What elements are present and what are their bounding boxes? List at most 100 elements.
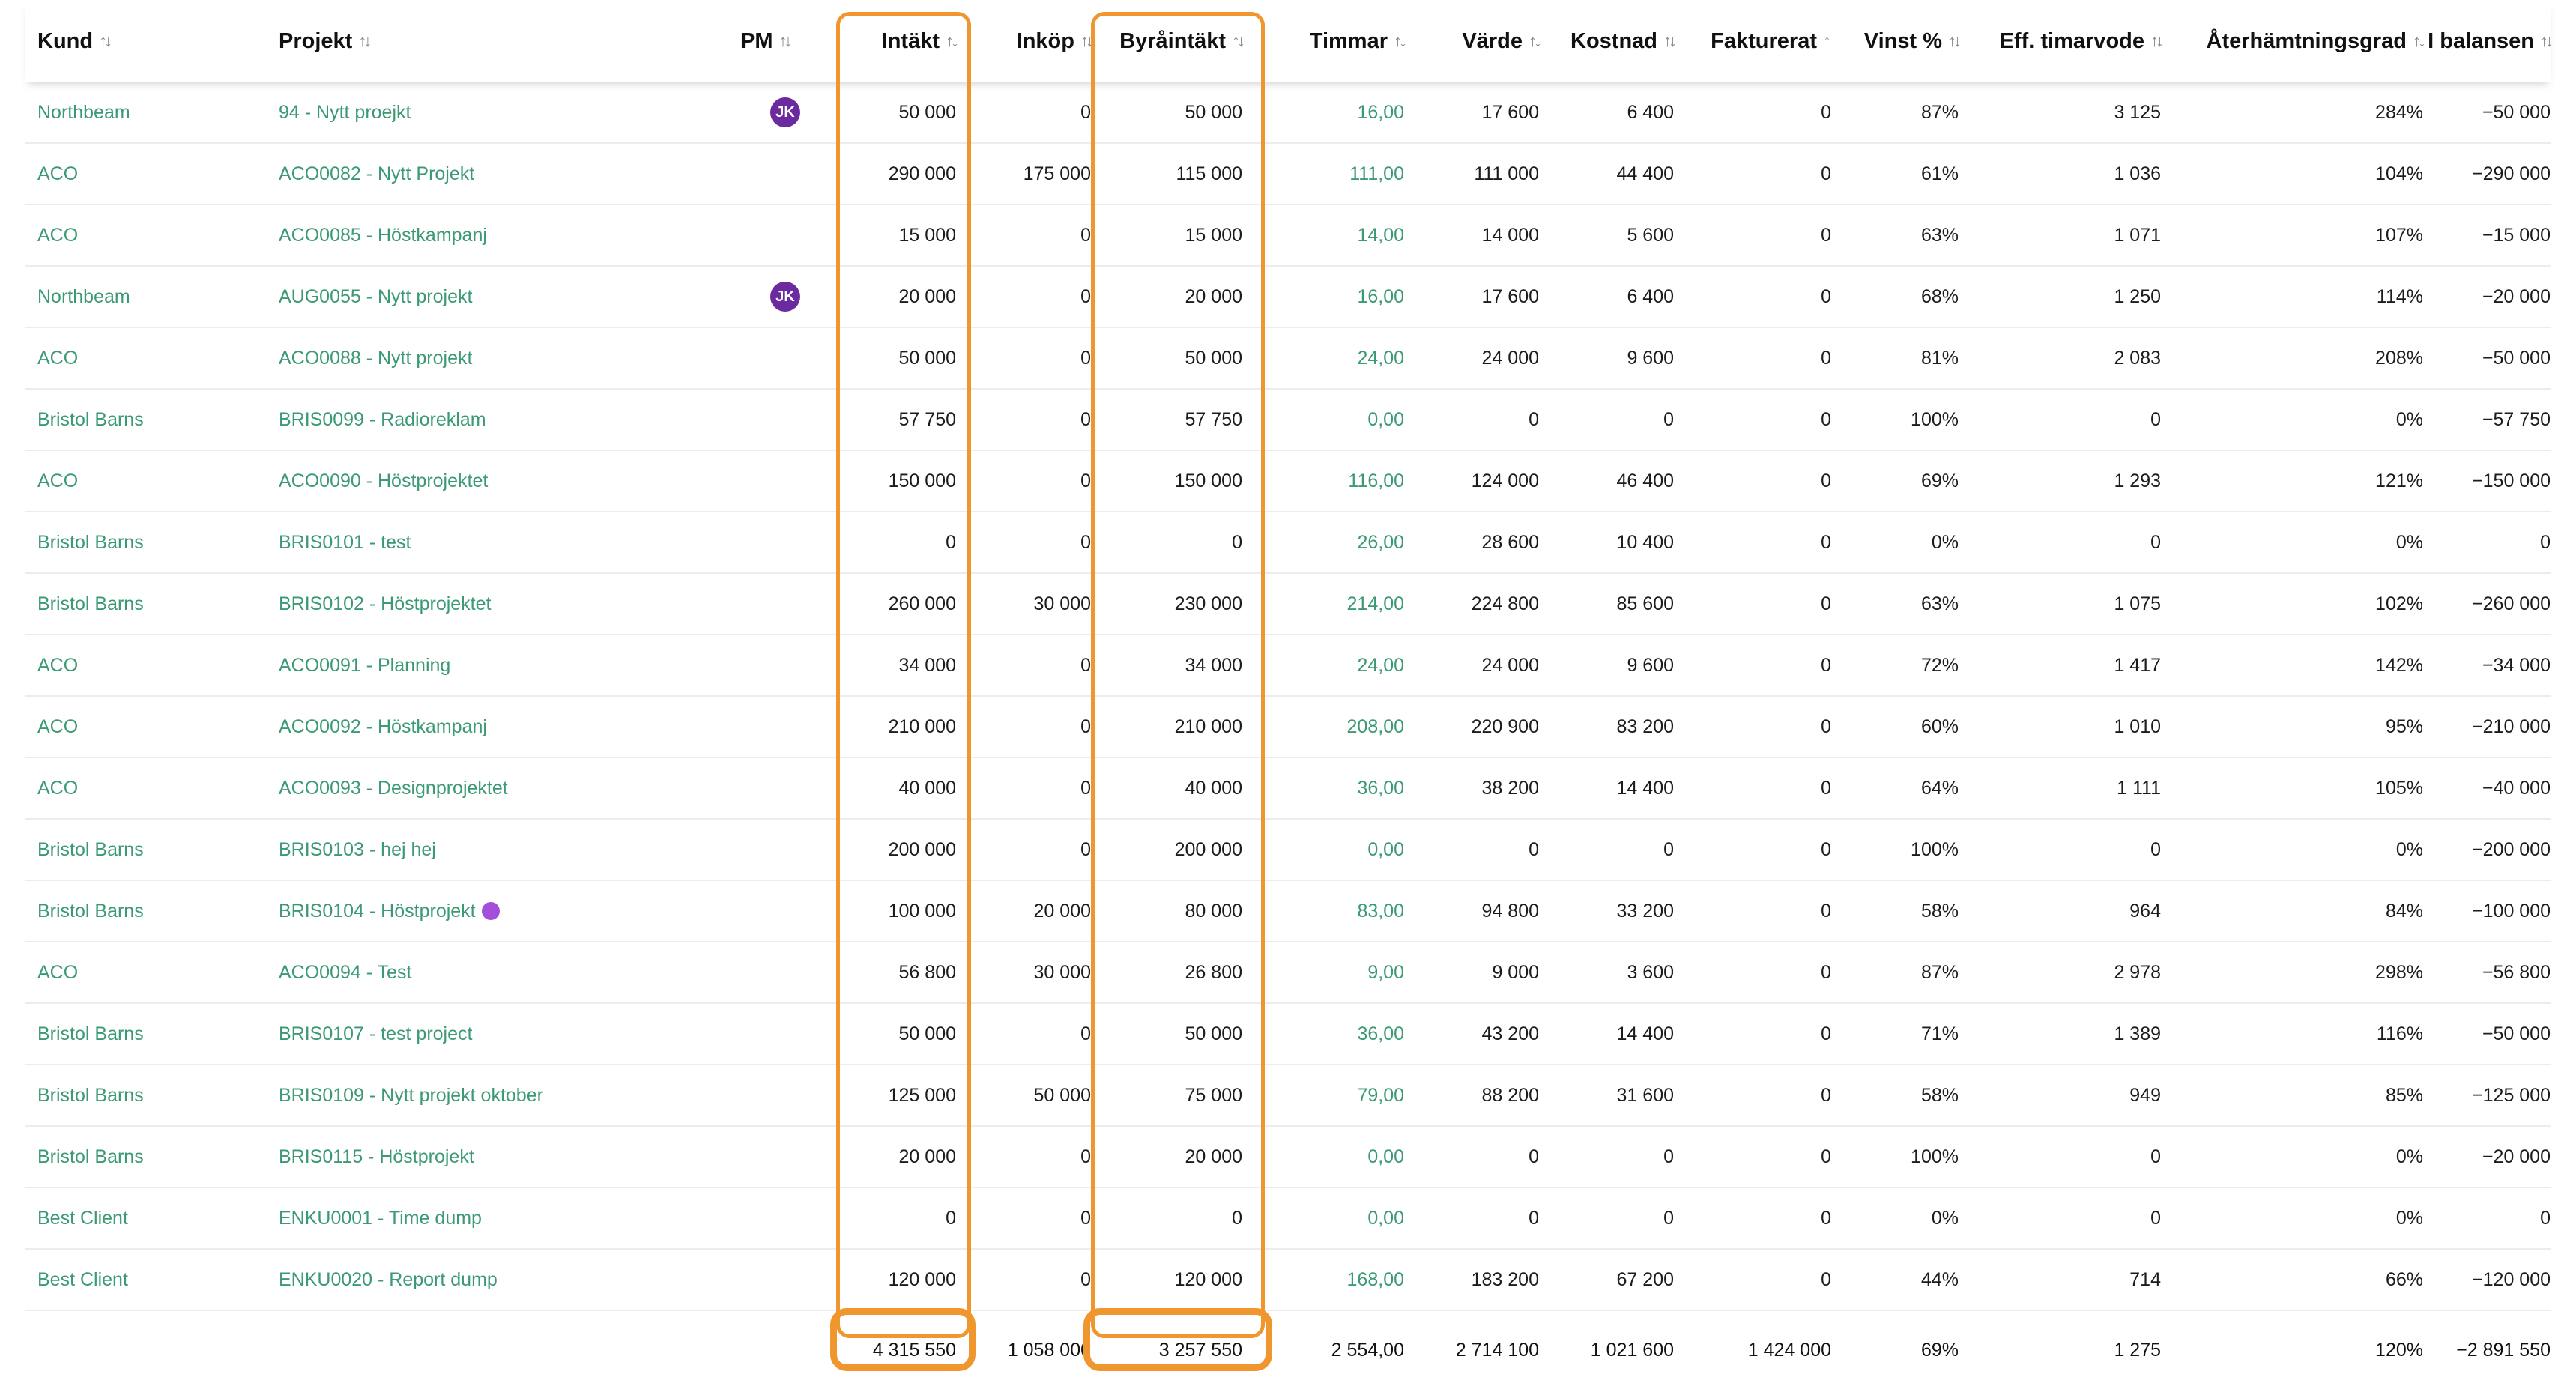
sort-arrows-icon[interactable]: ↑↓	[2413, 31, 2426, 50]
sort-arrows-icon[interactable]: ↑↓	[1948, 31, 1962, 50]
sort-arrows-icon[interactable]: ↑↓	[1529, 31, 1542, 50]
project-link[interactable]: BRIS0107 - test project	[279, 1023, 473, 1044]
cell-kund-link[interactable]: ACO	[37, 777, 79, 799]
table-row[interactable]: Northbeam AUG0055 - Nytt projekt JK 20 000 0…	[25, 267, 2551, 328]
cell-kund-link[interactable]: Bristol Barns	[37, 593, 144, 614]
column-header-timmar[interactable]: Timmar ↑↓	[1269, 0, 1407, 82]
cell-timmar[interactable]: 79,00	[1357, 1084, 1404, 1106]
sort-arrows-icon[interactable]: ↑↓	[2540, 31, 2554, 50]
cell-kund-link[interactable]: Best Client	[37, 1207, 128, 1229]
cell-timmar[interactable]: 83,00	[1357, 900, 1404, 922]
project-link[interactable]: ACO0088 - Nytt projekt	[279, 347, 473, 369]
table-row[interactable]: ACO ACO0082 - Nytt Projekt 290 000 175 000 1…	[25, 144, 2551, 205]
table-row[interactable]: Best Client ENKU0001 - Time dump 0 0 0 0,00 0 0…	[25, 1188, 2551, 1250]
cell-kund-link[interactable]: Bristol Barns	[37, 1146, 144, 1167]
project-link[interactable]: ACO0093 - Designprojektet	[279, 777, 508, 799]
cell-timmar[interactable]: 208,00	[1346, 715, 1404, 737]
cell-kund-link[interactable]: ACO	[37, 224, 79, 246]
cell-kund-link[interactable]: Northbeam	[37, 285, 130, 307]
sort-arrows-icon[interactable]: ↑↓	[1232, 31, 1245, 50]
cell-timmar[interactable]: 168,00	[1346, 1268, 1404, 1290]
table-row[interactable]: ACO ACO0090 - Höstprojektet 150 000 0 150 00…	[25, 451, 2551, 512]
project-link[interactable]: ACO0082 - Nytt Projekt	[279, 163, 475, 184]
project-link[interactable]: BRIS0102 - Höstprojektet	[279, 593, 492, 614]
cell-kund-link[interactable]: Bristol Barns	[37, 838, 144, 860]
project-link[interactable]: ACO0091 - Planning	[279, 654, 451, 676]
table-row[interactable]: Bristol Barns BRIS0102 - Höstprojektet 260…	[25, 574, 2551, 635]
table-row[interactable]: Bristol Barns BRIS0104 - Höstprojekt 100 0…	[25, 881, 2551, 942]
column-header-varde[interactable]: Värde ↑↓	[1412, 0, 1542, 82]
cell-timmar[interactable]: 0,00	[1367, 1146, 1404, 1167]
column-header-inkop[interactable]: Inköp ↑↓	[971, 0, 1094, 82]
column-header-vinst[interactable]: Vinst % ↑↓	[1839, 0, 1962, 82]
cell-kund-link[interactable]: ACO	[37, 654, 79, 676]
cell-kund-link[interactable]: Bristol Barns	[37, 1084, 144, 1106]
project-link[interactable]: BRIS0109 - Nytt projekt oktober	[279, 1084, 543, 1106]
cell-timmar[interactable]: 24,00	[1357, 654, 1404, 676]
project-link[interactable]: ACO0085 - Höstkampanj	[279, 224, 487, 246]
cell-timmar[interactable]: 214,00	[1346, 593, 1404, 614]
cell-kund-link[interactable]: Best Client	[37, 1268, 128, 1290]
table-row[interactable]: ACO ACO0094 - Test 56 800 30 000 26 800 9,00 9…	[25, 942, 2551, 1004]
sort-arrows-icon[interactable]: ↑↓	[1394, 31, 1407, 50]
project-link[interactable]: BRIS0115 - Höstprojekt	[279, 1146, 474, 1167]
cell-kund-link[interactable]: Northbeam	[37, 101, 130, 123]
project-link[interactable]: BRIS0099 - Radioreklam	[279, 408, 486, 430]
project-link[interactable]: BRIS0104 - Höstprojekt	[279, 900, 476, 922]
column-header-kostnad[interactable]: Kostnad ↑↓	[1546, 0, 1677, 82]
table-row[interactable]: Bristol Barns BRIS0109 - Nytt projekt okt…	[25, 1065, 2551, 1127]
sort-arrows-icon[interactable]: ↑↓	[1080, 31, 1094, 50]
cell-timmar[interactable]: 24,00	[1357, 347, 1404, 369]
sort-arrows-icon[interactable]: ↑↓	[358, 31, 372, 50]
cell-timmar[interactable]: 16,00	[1357, 101, 1404, 123]
sort-arrows-icon[interactable]: ↑↓	[1663, 31, 1677, 50]
cell-timmar[interactable]: 111,00	[1349, 163, 1404, 184]
sort-arrows-icon[interactable]: ↑↓	[2150, 31, 2164, 50]
cell-timmar[interactable]: 116,00	[1348, 470, 1404, 491]
table-row[interactable]: ACO ACO0093 - Designprojektet 40 000 0 40 00…	[25, 758, 2551, 820]
cell-timmar[interactable]: 0,00	[1367, 1207, 1404, 1229]
cell-timmar[interactable]: 14,00	[1357, 224, 1404, 246]
cell-timmar[interactable]: 9,00	[1367, 961, 1404, 983]
cell-kund-link[interactable]: ACO	[37, 715, 79, 737]
cell-kund-link[interactable]: Bristol Barns	[37, 1023, 144, 1044]
project-link[interactable]: 94 - Nytt proejkt	[279, 101, 411, 123]
project-link[interactable]: ENKU0001 - Time dump	[279, 1207, 482, 1229]
column-header-fakturerat[interactable]: Fakturerat ↑	[1681, 0, 1831, 82]
table-row[interactable]: ACO ACO0088 - Nytt projekt 50 000 0 50 000 24…	[25, 328, 2551, 390]
cell-kund-link[interactable]: ACO	[37, 470, 79, 491]
project-link[interactable]: BRIS0101 - test	[279, 531, 411, 553]
cell-timmar[interactable]: 36,00	[1357, 777, 1404, 799]
column-header-byraintakt[interactable]: Byråintäkt ↑↓	[1098, 0, 1248, 82]
cell-kund-link[interactable]: Bristol Barns	[37, 900, 144, 922]
table-row[interactable]: Bristol Barns BRIS0103 - hej hej 200 000 0 2…	[25, 820, 2551, 881]
sort-arrows-icon[interactable]: ↑↓	[99, 31, 112, 50]
avatar[interactable]: JK	[770, 97, 800, 127]
cell-kund-link[interactable]: ACO	[37, 961, 79, 983]
project-link[interactable]: ACO0092 - Höstkampanj	[279, 715, 487, 737]
table-row[interactable]: Bristol Barns BRIS0101 - test 0 0 0 26,00 28 6…	[25, 512, 2551, 574]
column-header-projekt[interactable]: Projekt ↑↓	[279, 0, 728, 82]
table-row[interactable]: ACO ACO0092 - Höstkampanj 210 000 0 210 000 2…	[25, 697, 2551, 758]
project-link[interactable]: AUG0055 - Nytt projekt	[279, 285, 473, 307]
project-link[interactable]: BRIS0103 - hej hej	[279, 838, 436, 860]
sort-arrows-icon[interactable]: ↑↓	[778, 31, 793, 50]
table-row[interactable]: Northbeam 94 - Nytt proejkt JK 50 000 0 50 00…	[25, 82, 2551, 144]
cell-timmar[interactable]: 26,00	[1357, 531, 1404, 553]
table-row[interactable]: ACO ACO0085 - Höstkampanj 15 000 0 15 000 14,…	[25, 205, 2551, 267]
column-header-kund[interactable]: Kund ↑↓	[37, 0, 262, 82]
column-header-i-balansen[interactable]: I balansen ↑↓	[2428, 0, 2554, 82]
cell-kund-link[interactable]: ACO	[37, 163, 79, 184]
cell-kund-link[interactable]: Bristol Barns	[37, 408, 144, 430]
sort-arrows-icon[interactable]: ↑↓	[946, 31, 959, 50]
table-row[interactable]: ACO ACO0091 - Planning 34 000 0 34 000 24,00 2…	[25, 635, 2551, 697]
table-row[interactable]: Bristol Barns BRIS0099 - Radioreklam 57 75…	[25, 390, 2551, 451]
cell-timmar[interactable]: 16,00	[1357, 285, 1404, 307]
cell-timmar[interactable]: 36,00	[1357, 1023, 1404, 1044]
column-header-pm[interactable]: PM ↑↓	[740, 0, 823, 82]
cell-kund-link[interactable]: Bristol Barns	[37, 531, 144, 553]
project-link[interactable]: ACO0094 - Test	[279, 961, 412, 983]
column-header-intakt[interactable]: Intäkt ↑↓	[835, 0, 962, 82]
cell-timmar[interactable]: 0,00	[1367, 838, 1404, 860]
avatar[interactable]: JK	[770, 282, 800, 312]
